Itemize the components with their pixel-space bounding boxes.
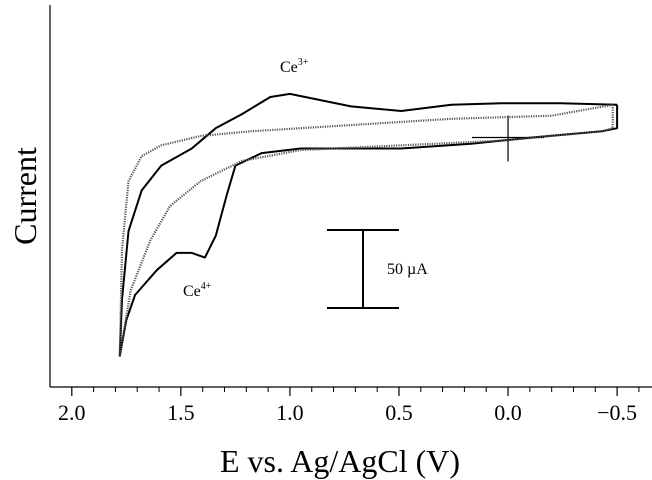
x-axis-title: E vs. Ag/AgCl (V) (220, 443, 460, 479)
annotation-text: Ce (183, 283, 201, 300)
cv-curve (118, 103, 614, 357)
annotation-text: Ce (280, 59, 298, 76)
x-tick-label: 1.5 (167, 400, 195, 425)
x-tick-label: 0.0 (494, 400, 522, 425)
annotation-sup: 3+ (298, 57, 309, 68)
y-axis-title: Current (7, 147, 43, 245)
annotation-sup: 4+ (201, 281, 212, 292)
annotation: Ce3+ (280, 57, 309, 76)
x-tick-label: 0.5 (385, 400, 413, 425)
annotation: Ce4+ (183, 281, 212, 300)
scale-bar-label: 50 µA (387, 261, 428, 278)
x-tick-label: 2.0 (58, 400, 86, 425)
cv-curve (118, 92, 619, 357)
x-tick-label: −0.5 (597, 400, 637, 425)
x-tick-label: 1.0 (276, 400, 304, 425)
